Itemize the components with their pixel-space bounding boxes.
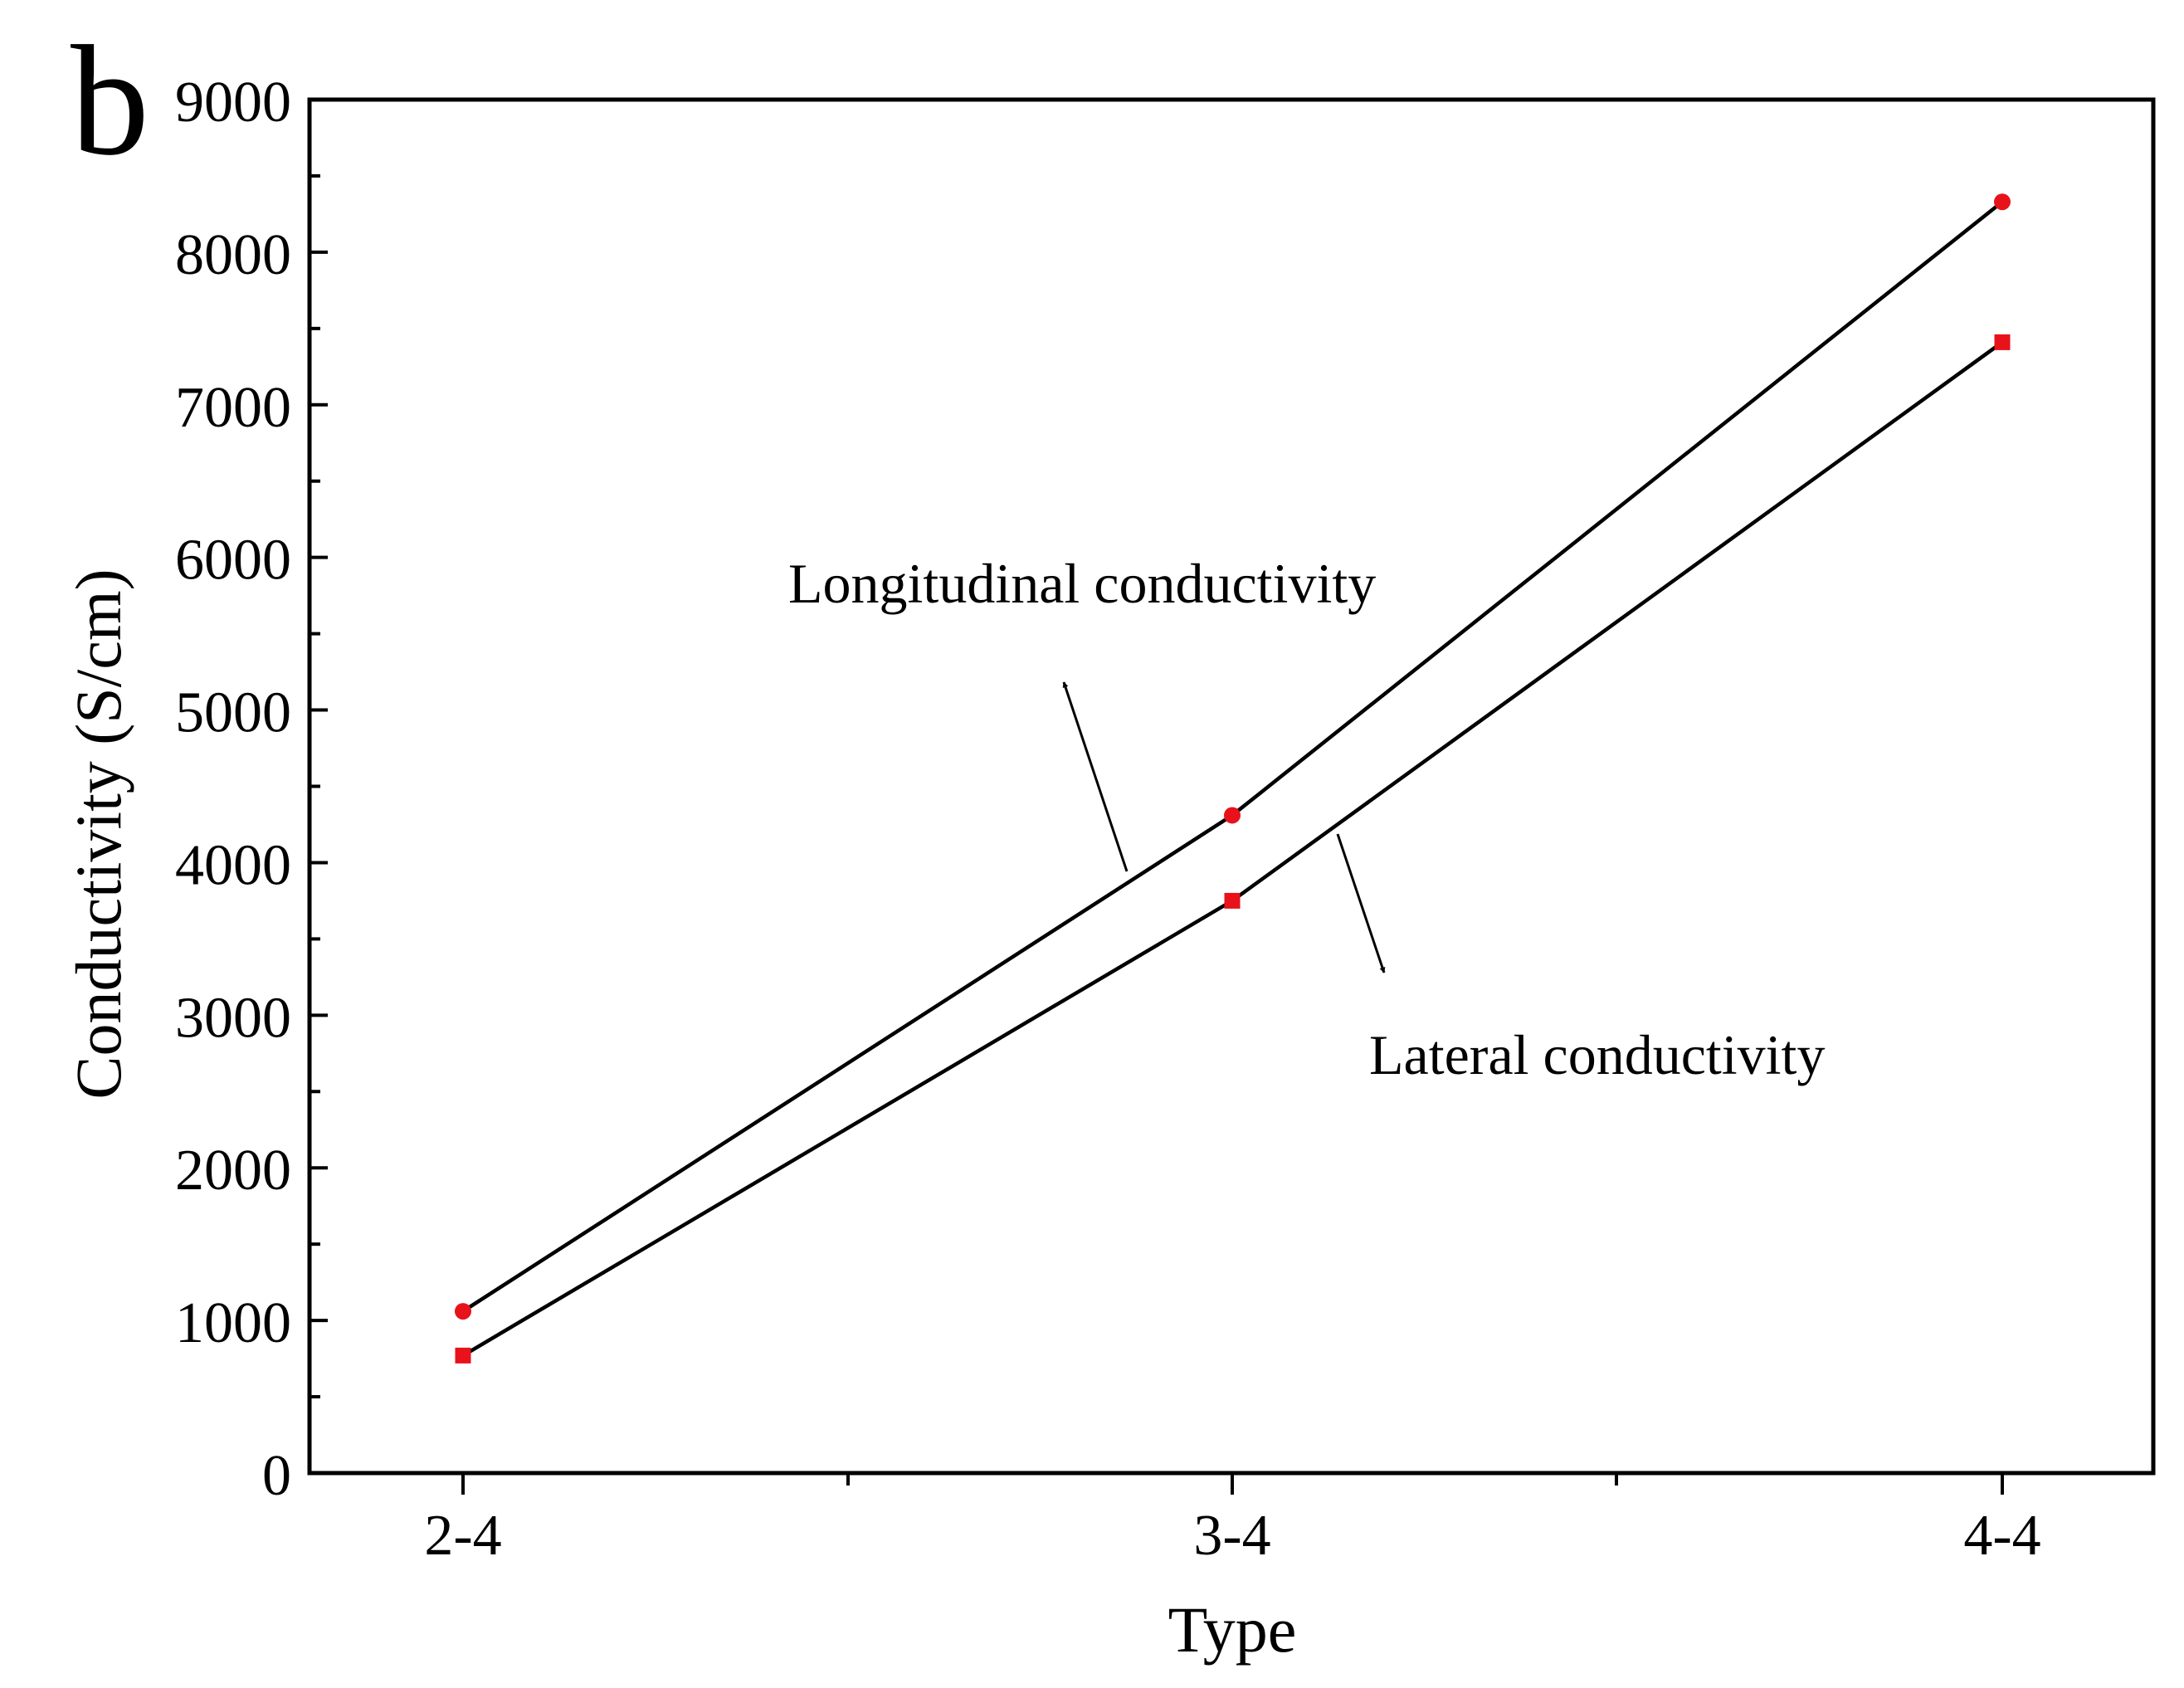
series-line-lateral: [461, 340, 2004, 1358]
y-tick-label: 8000: [175, 223, 291, 287]
y-axis-title: Conductivity (S/cm): [62, 568, 134, 1099]
y-tick-label: 7000: [175, 376, 291, 440]
y-tick-label: 5000: [175, 681, 291, 745]
x-tick-label: 4-4: [1963, 1504, 2040, 1568]
annotation-longitudinal: Longitudinal conductivity: [788, 552, 1376, 615]
y-tick-label: 4000: [175, 833, 291, 897]
y-tick-label: 3000: [175, 986, 291, 1050]
data-point: [1994, 193, 2011, 211]
x-axis-title: Type: [1168, 1593, 1297, 1666]
data-point: [1224, 892, 1241, 909]
series: [455, 193, 2011, 1364]
y-tick-label: 2000: [175, 1139, 291, 1203]
data-point: [1224, 807, 1241, 824]
y-tick-label: 1000: [175, 1291, 291, 1355]
axes: [307, 97, 2156, 1476]
series-line-longitudinal: [461, 200, 2004, 1313]
panel-label: b: [71, 14, 149, 188]
ticks: 0 1000 2000 3000 4000 5000 6000 7000 8000 9000 2-4…: [175, 71, 2041, 1568]
data-point: [455, 1347, 471, 1364]
y-tick-label: 6000: [175, 529, 291, 593]
annotations: Longitudinal conductivity Lateral conduct…: [788, 552, 1825, 1086]
annotation-arrow-longitudinal: [1062, 681, 1129, 872]
y-tick-label: 0: [262, 1444, 291, 1508]
y-tick-label: 9000: [175, 71, 291, 134]
x-tick-label: 3-4: [1193, 1504, 1270, 1568]
plot-frame: [307, 97, 2156, 1476]
x-tick-label: 2-4: [424, 1504, 501, 1568]
annotation-arrow-lateral: [1336, 833, 1386, 973]
data-point: [455, 1303, 471, 1320]
annotation-lateral: Lateral conductivity: [1369, 1023, 1825, 1086]
data-point: [1994, 334, 2011, 350]
